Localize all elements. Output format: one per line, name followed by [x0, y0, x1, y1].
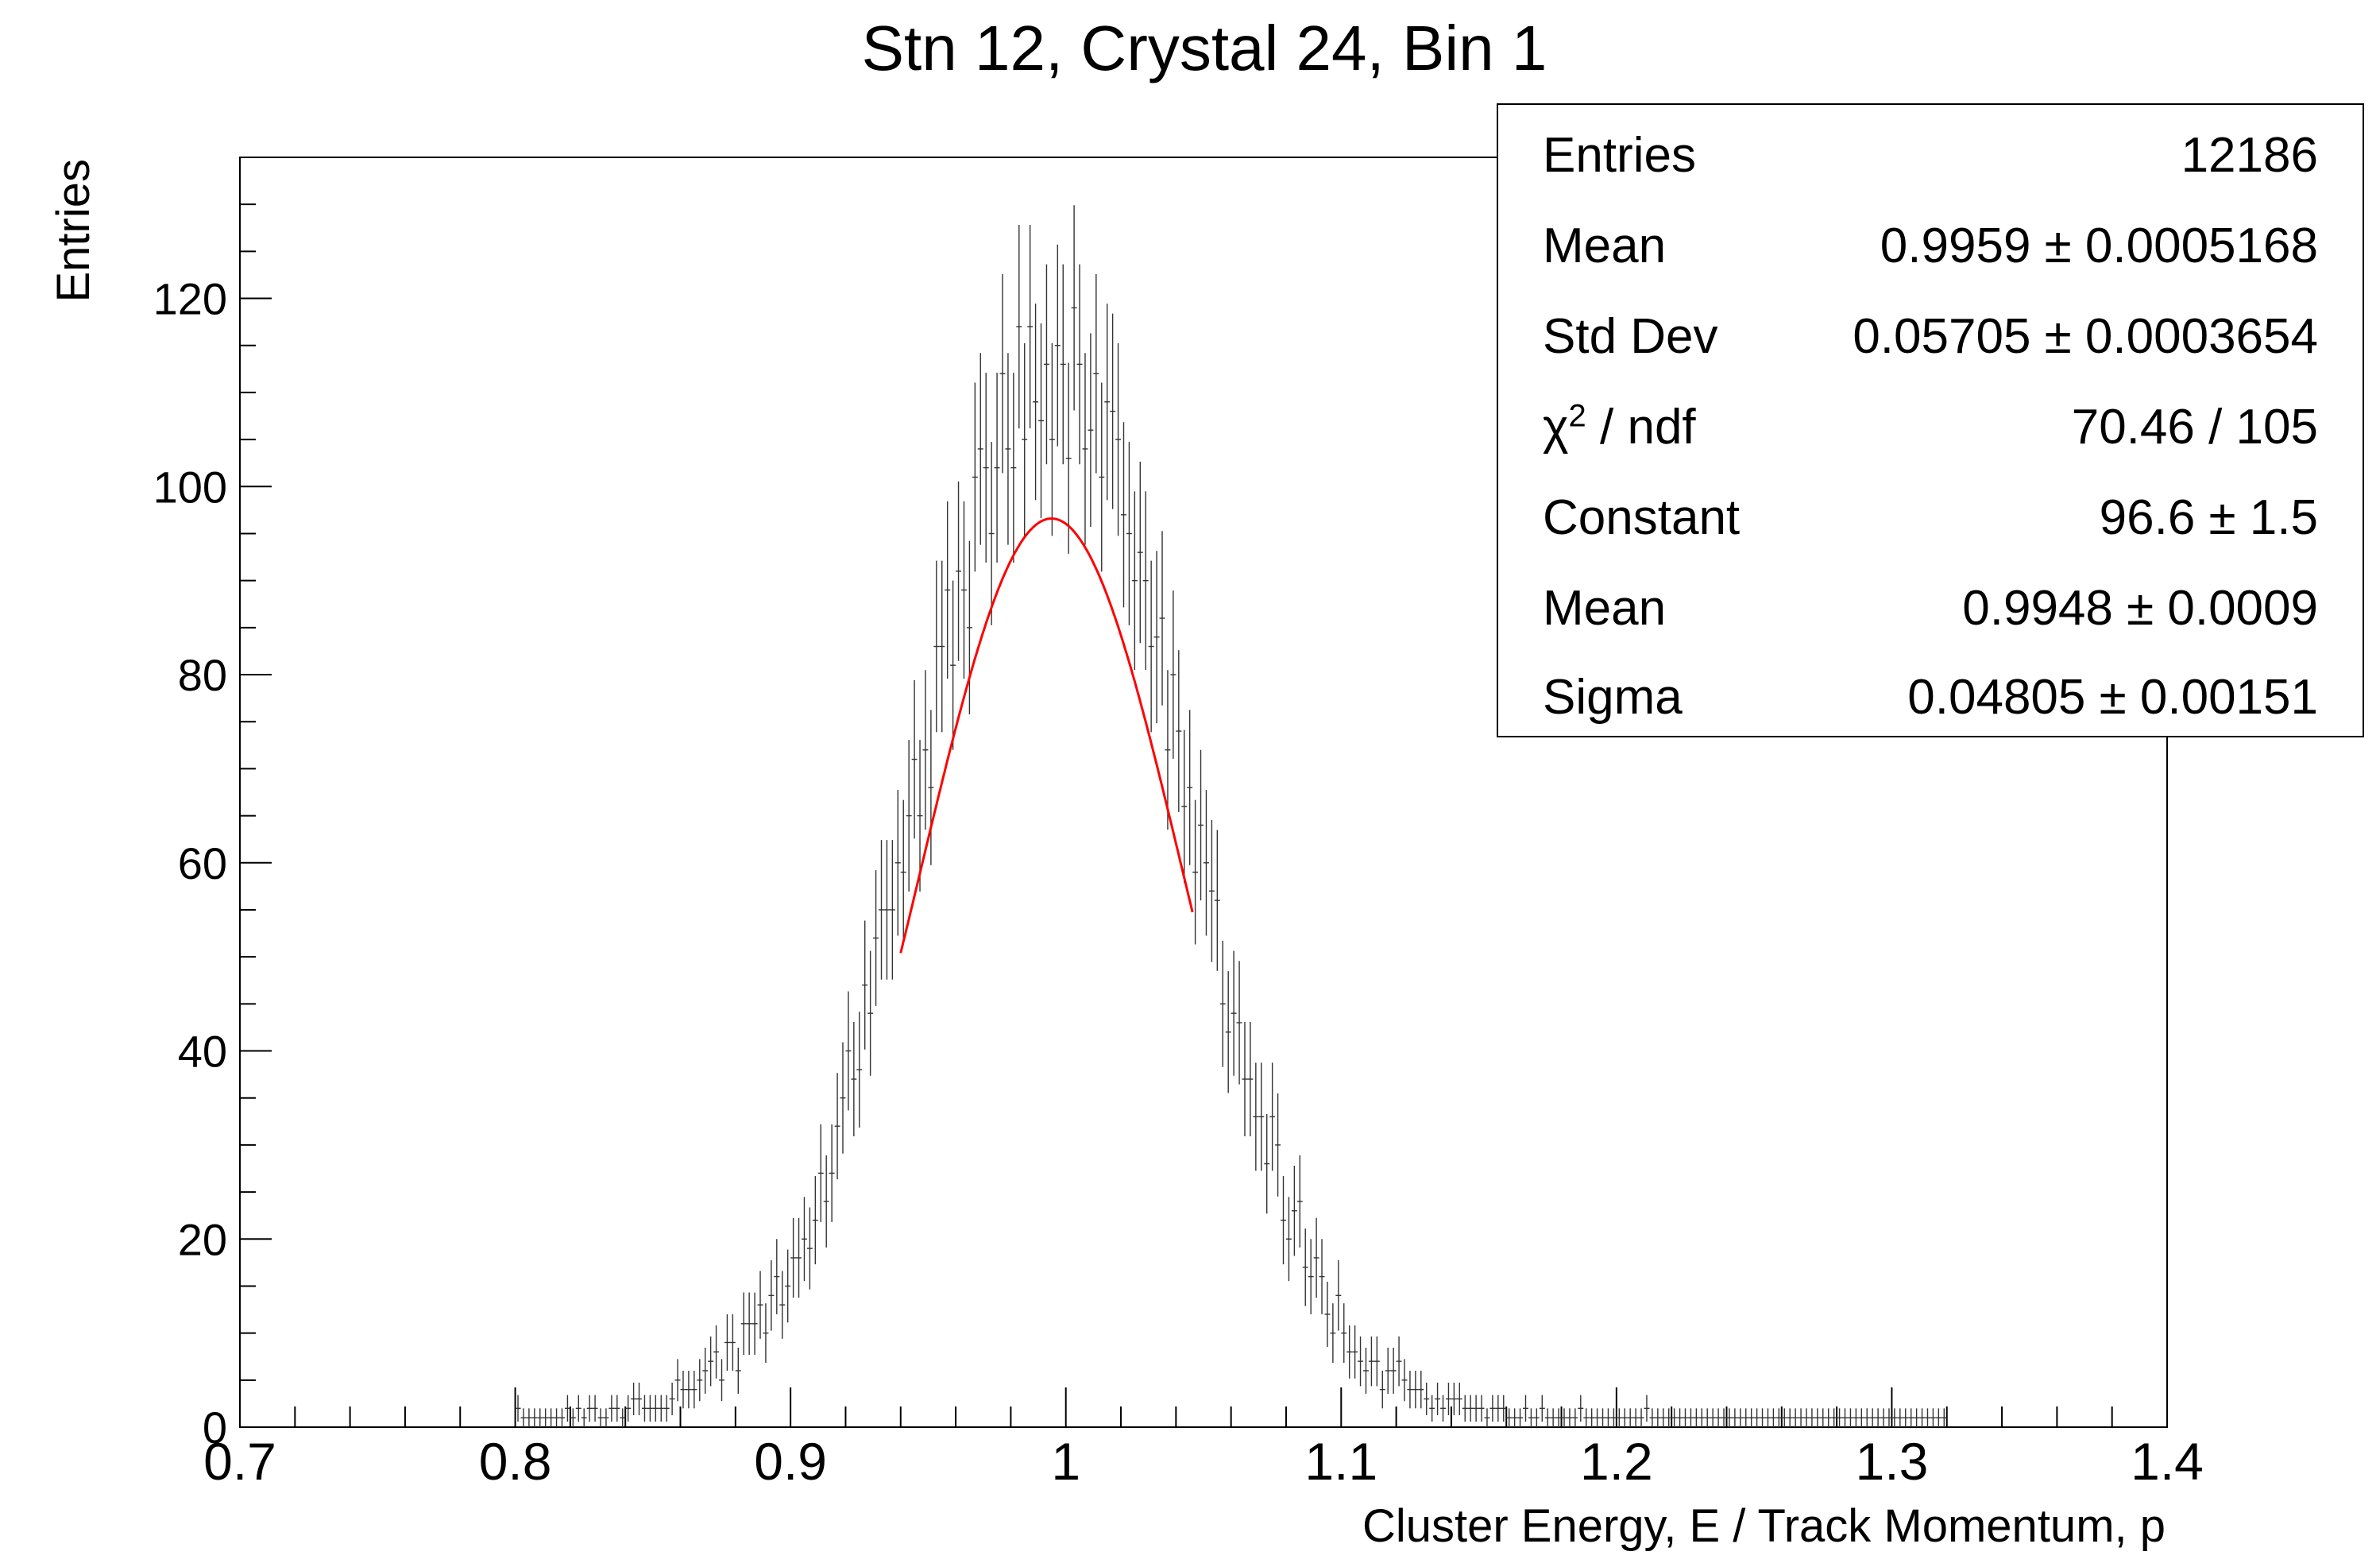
x-axis-label: Cluster Energy, E / Track Momentum, p — [1362, 1500, 2166, 1552]
chi-label-rest: / ndf — [1586, 400, 1696, 455]
y-tick-label: 60 — [178, 838, 227, 888]
plot-frame — [239, 157, 2168, 1428]
stats-value: 0.9959 ± 0.0005168 — [1880, 219, 2318, 273]
y-tick-label: 120 — [153, 274, 227, 324]
stats-row-entries: Entries 12186 — [1543, 124, 2318, 188]
gaussian-fit-curve — [899, 517, 1194, 954]
stats-value: 70.46 / 105 — [2071, 400, 2318, 455]
stats-label: Std Dev — [1543, 309, 1718, 364]
stats-box: Entries 12186 Mean 0.9959 ± 0.0005168 St… — [1497, 103, 2364, 737]
histogram-error-bars — [515, 205, 1947, 1427]
stats-label: Sigma — [1543, 670, 1683, 725]
chi-symbol: χ — [1543, 400, 1569, 455]
chart-title: Stn 12, Crystal 24, Bin 1 — [862, 13, 1547, 83]
y-axis: 0 20 40 60 80 100 120 — [153, 203, 272, 1453]
y-axis-label: Entries — [48, 159, 99, 303]
y-tick-label: 80 — [178, 650, 227, 700]
x-tick-label: 1.2 — [1580, 1432, 1653, 1491]
stats-label: Entries — [1543, 128, 1696, 183]
x-axis: 0.7 0.8 0.9 1 1.1 1.2 1.3 1.4 — [203, 1387, 2204, 1491]
stats-row-fit-mean: Mean 0.9948 ± 0.0009 — [1543, 577, 2318, 640]
stats-row-std-dev: Std Dev 0.05705 ± 0.0003654 — [1543, 305, 2318, 369]
stats-row-chi2-ndf: χ2 / ndf 70.46 / 105 — [1543, 396, 2318, 459]
stats-row-mean: Mean 0.9959 ± 0.0005168 — [1543, 215, 2318, 278]
stats-value: 0.05705 ± 0.0003654 — [1853, 309, 2318, 364]
y-tick-label: 20 — [178, 1214, 227, 1264]
y-tick-label: 100 — [153, 462, 227, 512]
x-tick-label: 1.4 — [2131, 1432, 2204, 1491]
stats-row-sigma: Sigma 0.04805 ± 0.00151 — [1543, 666, 2318, 729]
stats-row-constant: Constant 96.6 ± 1.5 — [1543, 486, 2318, 550]
y-tick-label: 0 — [203, 1403, 227, 1453]
stats-label: Mean — [1543, 581, 1667, 636]
y-tick-label: 40 — [178, 1027, 227, 1077]
stats-value: 96.6 ± 1.5 — [2099, 490, 2318, 545]
x-tick-label: 1.3 — [1856, 1432, 1929, 1491]
x-tick-label: 0.8 — [479, 1432, 552, 1491]
x-tick-label: 0.9 — [754, 1432, 827, 1491]
stats-value: 12186 — [2181, 128, 2318, 183]
x-tick-label: 1.1 — [1304, 1432, 1377, 1491]
chi-superscript: 2 — [1568, 398, 1586, 434]
x-tick-label: 0.7 — [203, 1432, 276, 1491]
stats-label: Mean — [1543, 219, 1667, 273]
stats-label: χ2 / ndf — [1543, 396, 1696, 459]
x-tick-label: 1 — [1051, 1432, 1080, 1491]
stats-value: 0.04805 ± 0.00151 — [1907, 670, 2318, 725]
stats-label: Constant — [1543, 490, 1741, 545]
stats-value: 0.9948 ± 0.0009 — [1962, 581, 2318, 636]
